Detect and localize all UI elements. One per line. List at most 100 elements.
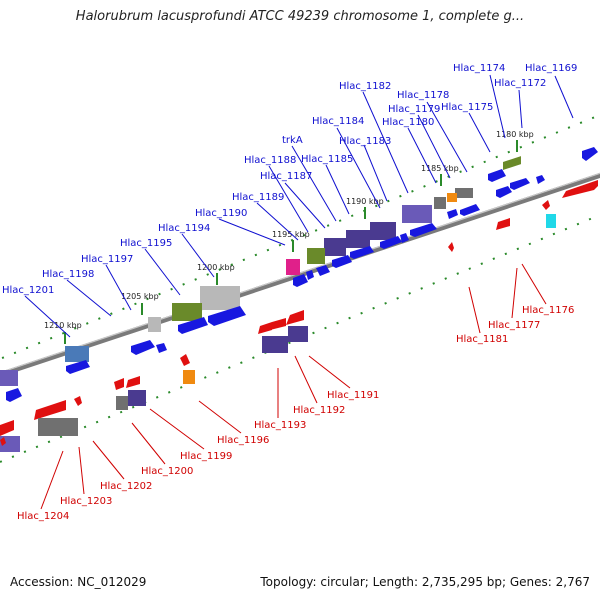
gene-box[interactable] bbox=[65, 346, 89, 362]
gene-arrow-rev[interactable] bbox=[114, 378, 124, 390]
gene-box[interactable] bbox=[447, 193, 457, 202]
gene-arrow-rev[interactable] bbox=[34, 400, 66, 420]
gene-label[interactable]: Hlac_1178 bbox=[397, 90, 449, 101]
gene-arrow[interactable] bbox=[582, 147, 598, 161]
gene-arrow-rev[interactable] bbox=[258, 322, 272, 334]
gene-label[interactable]: Hlac_1194 bbox=[158, 223, 210, 234]
gene-box[interactable] bbox=[455, 188, 473, 198]
gene-box[interactable] bbox=[0, 370, 18, 386]
gene-label[interactable]: Hlac_1192 bbox=[293, 405, 345, 416]
gene-box[interactable] bbox=[148, 317, 161, 332]
kbp-label: 1210 kbp bbox=[44, 321, 82, 330]
gene-box[interactable] bbox=[324, 238, 346, 256]
gene-arrow[interactable] bbox=[178, 317, 208, 334]
gene-box[interactable] bbox=[434, 197, 446, 209]
gene-label[interactable]: Hlac_1177 bbox=[488, 320, 540, 331]
gene-arrow[interactable] bbox=[510, 178, 530, 190]
gene-arrow[interactable] bbox=[293, 274, 308, 287]
gene-label[interactable]: Hlac_1187 bbox=[260, 171, 312, 182]
gene-arrow-rev[interactable] bbox=[270, 318, 286, 330]
gene-arrow[interactable] bbox=[156, 343, 167, 353]
gene-box[interactable] bbox=[128, 390, 146, 406]
gene-arrow-rev[interactable] bbox=[448, 242, 454, 252]
gene-arrow[interactable] bbox=[447, 209, 458, 219]
gene-box[interactable] bbox=[172, 303, 202, 321]
gene-label[interactable]: Hlac_1199 bbox=[180, 451, 232, 462]
gene-label[interactable]: Hlac_1196 bbox=[217, 435, 269, 446]
gene-arrow[interactable] bbox=[496, 186, 512, 198]
accession-text: Accession: NC_012029 bbox=[10, 575, 147, 589]
kbp-marker: 1200 kbp bbox=[197, 263, 235, 285]
gene-box[interactable] bbox=[262, 336, 288, 353]
gene-label[interactable]: Hlac_1191 bbox=[327, 390, 379, 401]
kbp-markers: 1180 kbp 1185 kbp 1190 kbp 1195 kbp 1200… bbox=[44, 130, 534, 344]
gene-label[interactable]: Hlac_1176 bbox=[522, 305, 574, 316]
gene-box[interactable] bbox=[116, 396, 128, 410]
gene-arrow[interactable] bbox=[6, 388, 22, 402]
gene-label[interactable]: Hlac_1185 bbox=[301, 154, 353, 165]
gene-label[interactable]: Hlac_1188 bbox=[244, 155, 296, 166]
gene-arrow[interactable] bbox=[536, 175, 545, 184]
gene-arrow-rev[interactable] bbox=[180, 354, 190, 366]
gene-label[interactable]: Hlac_1189 bbox=[232, 192, 284, 203]
gene-label[interactable]: Hlac_1184 bbox=[312, 116, 364, 127]
gene-arrow-rev[interactable] bbox=[0, 420, 14, 436]
gene-arrow[interactable] bbox=[410, 223, 437, 237]
gene-label[interactable]: Hlac_1190 bbox=[195, 208, 247, 219]
gene-arrow-rev[interactable] bbox=[126, 376, 140, 388]
gene-arrow-rev[interactable] bbox=[496, 218, 510, 230]
gene-box[interactable] bbox=[307, 248, 325, 264]
gene-arrow[interactable] bbox=[306, 270, 314, 280]
topology-text: Topology: circular; Length: 2,735,295 bp… bbox=[260, 575, 590, 589]
gene-label[interactable]: Hlac_1181 bbox=[456, 334, 508, 345]
kbp-marker: 1205 kbp bbox=[121, 292, 159, 315]
gene-arrow[interactable] bbox=[350, 246, 374, 259]
gene-label[interactable]: Hlac_1172 bbox=[494, 78, 546, 89]
gene-arrow[interactable] bbox=[488, 169, 506, 182]
gene-label[interactable]: Hlac_1175 bbox=[441, 102, 493, 113]
gene-label[interactable]: Hlac_1198 bbox=[42, 269, 94, 280]
gene-box[interactable] bbox=[288, 326, 308, 342]
gene-label[interactable]: Hlac_1169 bbox=[525, 63, 577, 74]
gene-label[interactable]: Hlac_1174 bbox=[453, 63, 505, 74]
gene-arrow[interactable] bbox=[400, 233, 409, 243]
gene-arrow[interactable] bbox=[460, 204, 480, 216]
gene-box[interactable] bbox=[346, 230, 370, 248]
gene-arrow[interactable] bbox=[380, 236, 402, 249]
gene-label[interactable]: trkA bbox=[282, 135, 303, 146]
gene-label[interactable]: Hlac_1182 bbox=[339, 81, 391, 92]
gene-box[interactable] bbox=[402, 205, 432, 223]
gene-box[interactable] bbox=[38, 418, 78, 436]
gene-label[interactable]: Hlac_1193 bbox=[254, 420, 306, 431]
gene-label[interactable]: Hlac_1197 bbox=[81, 254, 133, 265]
gene-arrow[interactable] bbox=[208, 306, 246, 326]
gene-label[interactable]: Hlac_1180 bbox=[382, 117, 434, 128]
gene-label[interactable]: Hlac_1200 bbox=[141, 466, 193, 477]
gene-arrow-rev[interactable] bbox=[542, 200, 550, 210]
gene-box[interactable] bbox=[286, 259, 300, 275]
gene-arrow[interactable] bbox=[131, 340, 155, 355]
gene-box[interactable] bbox=[503, 156, 521, 170]
gene-arrow[interactable] bbox=[332, 255, 352, 268]
gene-box[interactable] bbox=[200, 286, 240, 310]
gene-arrow[interactable] bbox=[66, 360, 90, 374]
reverse-genes bbox=[0, 180, 598, 452]
gene-arrow-rev[interactable] bbox=[74, 396, 82, 406]
gene-label[interactable]: Hlac_1183 bbox=[339, 136, 391, 147]
gene-label[interactable]: Hlac_1201 bbox=[2, 285, 54, 296]
gene-label[interactable]: Hlac_1195 bbox=[120, 238, 172, 249]
kbp-label: 1180 kbp bbox=[496, 130, 534, 139]
gene-label[interactable]: Hlac_1202 bbox=[100, 481, 152, 492]
gene-box[interactable] bbox=[183, 370, 195, 384]
reverse-gene-labels: Hlac_1176 Hlac_1177 Hlac_1181 Hlac_1191 … bbox=[17, 305, 574, 522]
gene-arrow[interactable] bbox=[316, 265, 330, 276]
gene-label[interactable]: Hlac_1203 bbox=[60, 496, 112, 507]
gene-arrow-rev[interactable] bbox=[286, 310, 304, 325]
gene-box[interactable] bbox=[370, 222, 396, 240]
gene-label[interactable]: Hlac_1179 bbox=[388, 104, 440, 115]
gene-arrow-rev[interactable] bbox=[0, 437, 6, 446]
gene-box[interactable] bbox=[546, 214, 556, 228]
gene-label[interactable]: Hlac_1204 bbox=[17, 511, 69, 522]
gene-arrow-rev[interactable] bbox=[562, 180, 598, 198]
